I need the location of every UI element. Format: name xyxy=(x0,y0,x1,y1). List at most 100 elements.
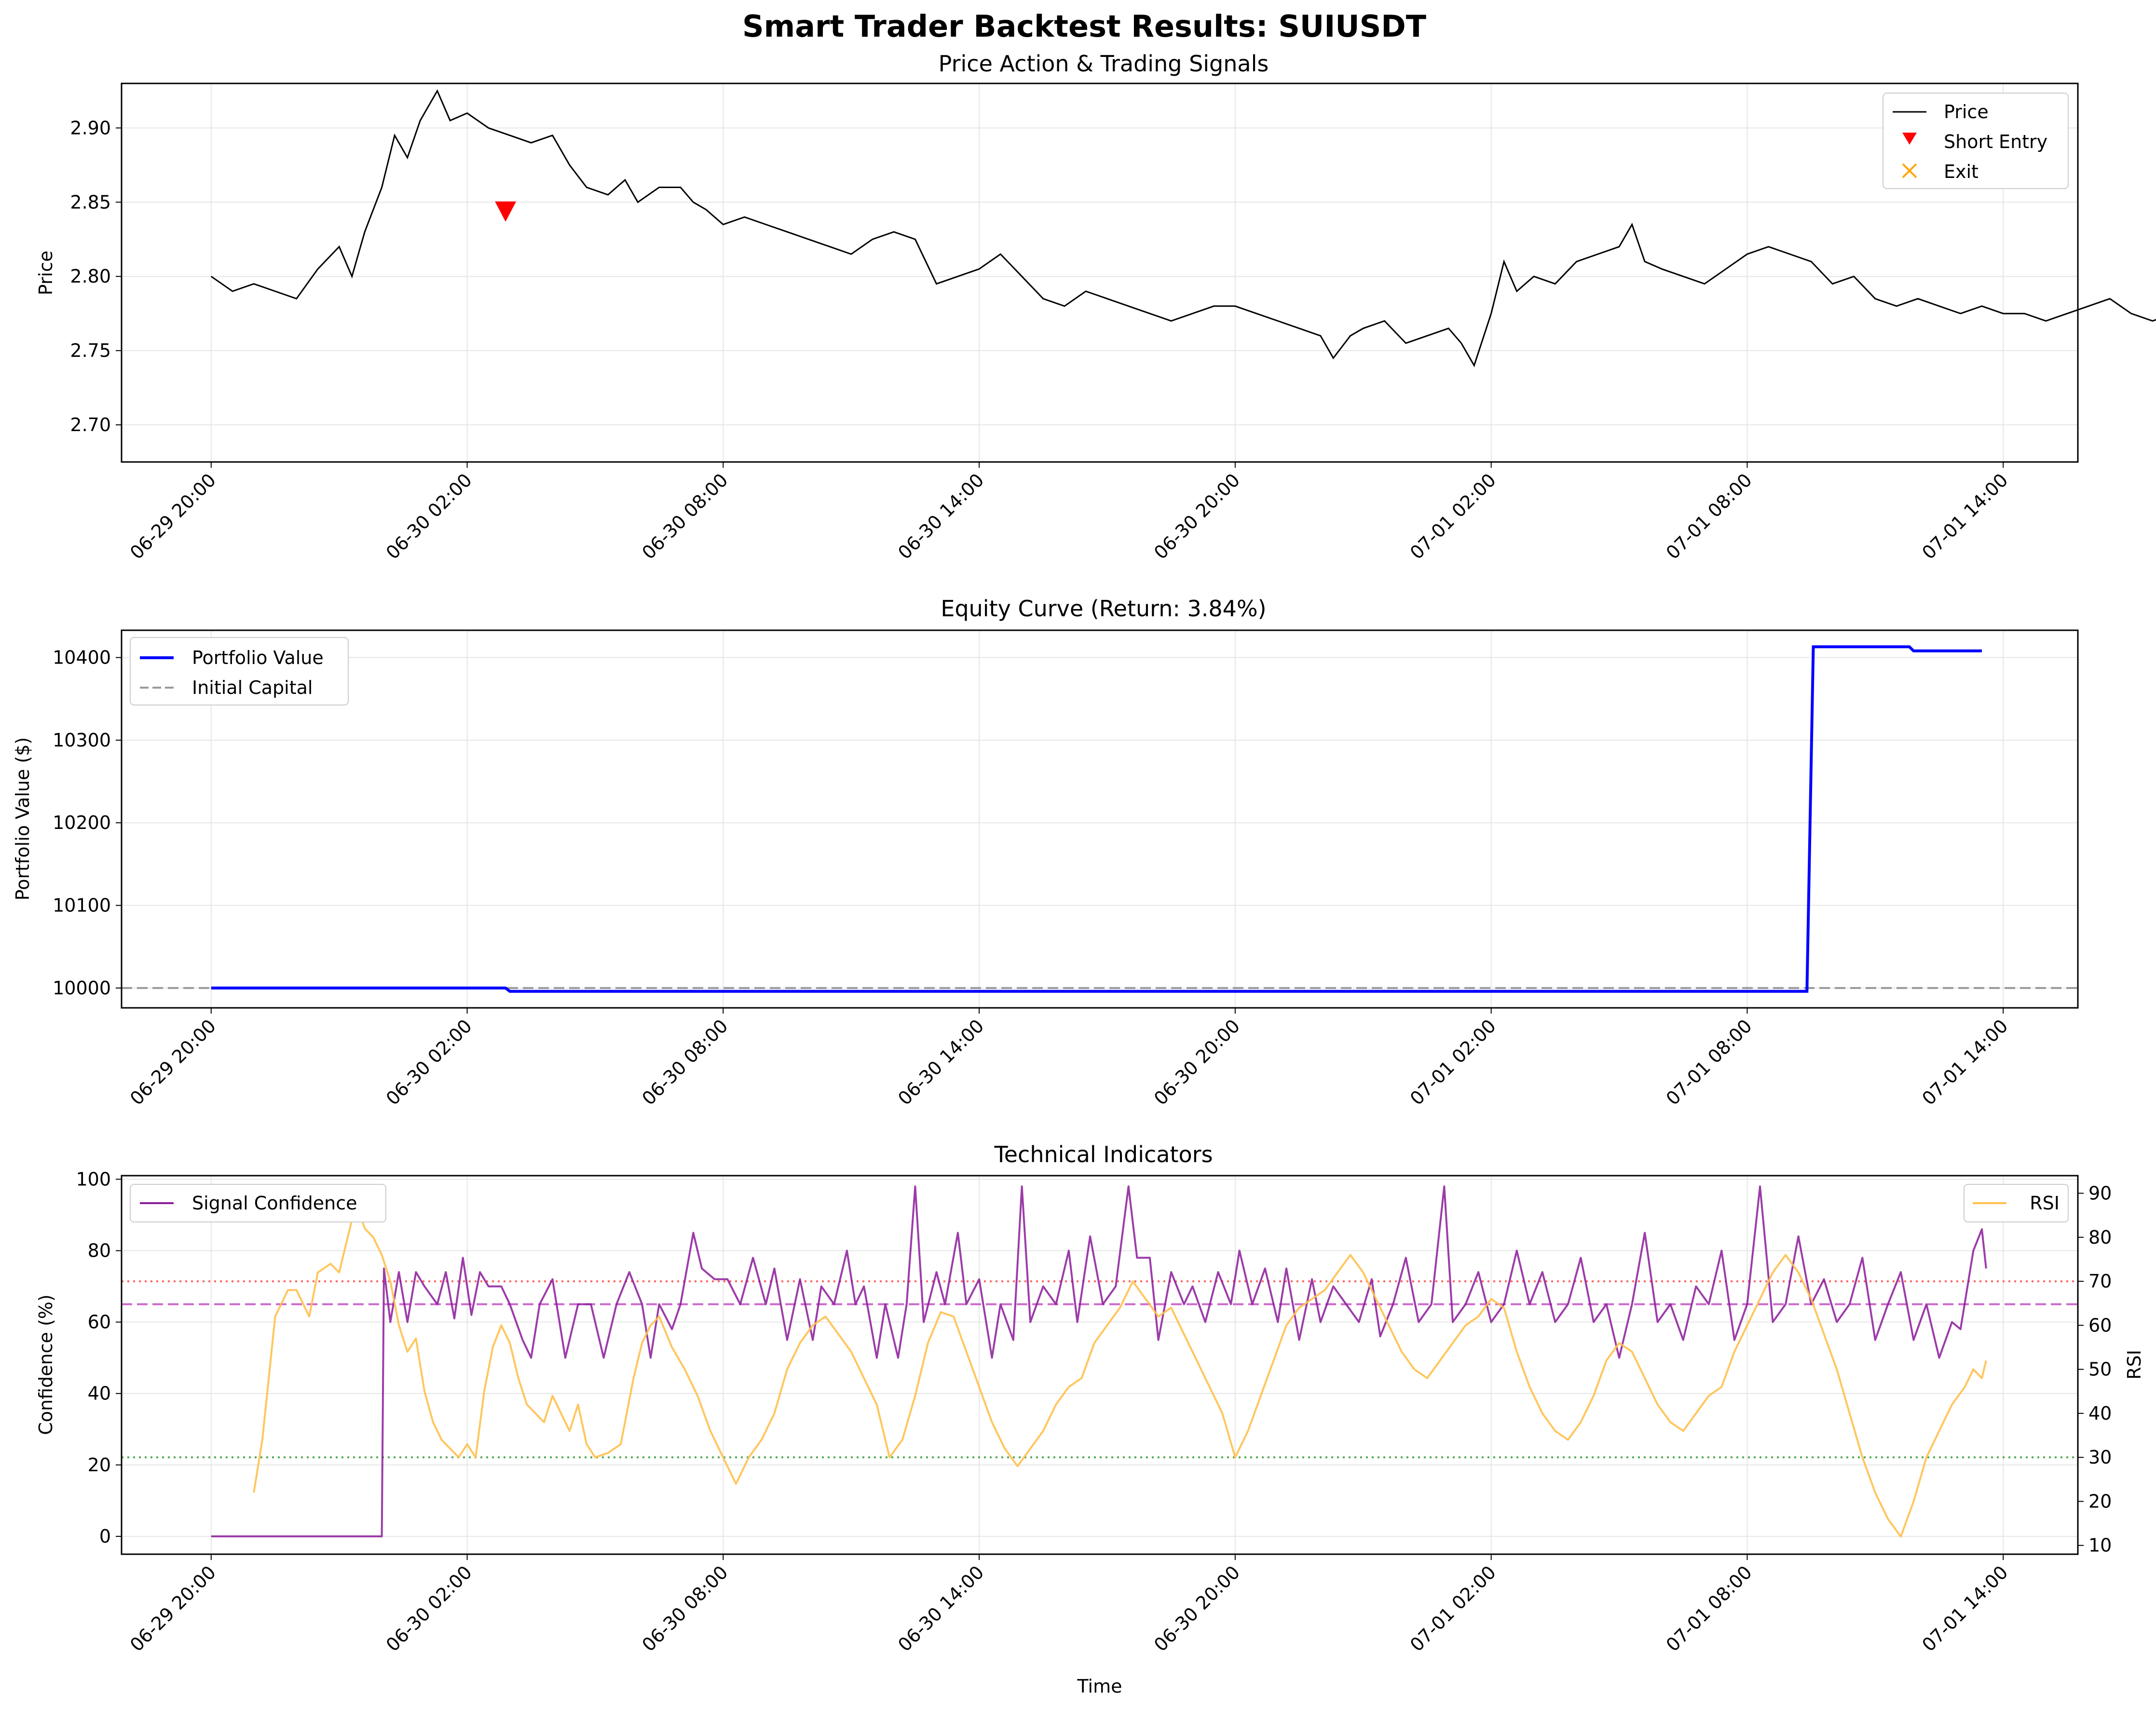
price-y-label: Price xyxy=(35,251,56,296)
x-tick-label: 06-30 20:00 xyxy=(1150,469,1244,563)
x-axis-label: Time xyxy=(1077,1676,1122,1697)
confidence-legend: Signal Confidence xyxy=(130,1184,386,1222)
confidence-y-ticks: 0 20 40 60 80 100 xyxy=(76,1168,122,1547)
rsi-y-ticks: 10 20 30 40 50 60 70 80 90 xyxy=(2078,1183,2112,1556)
x-tick-label: 06-30 02:00 xyxy=(382,469,476,563)
x-tick-label: 06-30 02:00 xyxy=(382,1561,476,1655)
legend-label: Short Entry xyxy=(1944,131,2047,152)
price-panel-title: Price Action & Trading Signals xyxy=(939,51,1269,77)
x-tick-label: 07-01 14:00 xyxy=(1918,1561,2012,1655)
y-tick-label: 60 xyxy=(88,1312,111,1333)
x-tick-label: 06-30 14:00 xyxy=(894,1015,988,1109)
equity-axes-frame xyxy=(121,629,2079,1009)
price-line xyxy=(210,89,2156,367)
y-tick-label: 2.90 xyxy=(70,117,111,138)
x-tick-label: 06-30 14:00 xyxy=(894,469,988,563)
figure-title: Smart Trader Backtest Results: SUIUSDT xyxy=(742,9,1426,44)
x-tick-label: 07-01 02:00 xyxy=(1406,469,1500,563)
x-tick-label: 07-01 02:00 xyxy=(1406,1015,1500,1109)
equity-y-ticks: 10000 10100 10200 10300 10400 xyxy=(53,647,122,999)
x-tick-label: 06-30 08:00 xyxy=(638,469,732,563)
x-tick-label: 06-29 20:00 xyxy=(126,469,220,563)
y-tick-label: 2.85 xyxy=(70,191,111,213)
rsi-legend: RSI xyxy=(1964,1184,2069,1222)
legend-box xyxy=(1964,1184,2069,1222)
portfolio-value-line xyxy=(211,645,1982,993)
y2-tick-label: 30 xyxy=(2088,1447,2112,1468)
x-tick-label: 06-29 20:00 xyxy=(126,1561,220,1655)
x-tick-label: 06-30 08:00 xyxy=(638,1015,732,1109)
legend-label: Initial Capital xyxy=(192,677,313,698)
y-tick-label: 2.80 xyxy=(70,266,111,287)
indicators-panel-title: Technical Indicators xyxy=(994,1141,1213,1167)
x-tick-label: 07-01 08:00 xyxy=(1662,469,1756,563)
legend-box xyxy=(1883,93,2069,189)
y2-tick-label: 90 xyxy=(2088,1183,2112,1204)
indicators-grid xyxy=(122,1176,2078,1554)
legend-exit-swatch xyxy=(1902,163,1917,178)
price-panel: Price Action & Trading Signals 2.702.752… xyxy=(35,51,2156,563)
x-tick-label: 06-30 14:00 xyxy=(894,1561,988,1655)
price-axes-frame xyxy=(121,82,2079,463)
x-tick-label: 07-01 02:00 xyxy=(1406,1561,1500,1655)
y-tick-label: 100 xyxy=(76,1168,111,1190)
x-tick-label: 06-30 08:00 xyxy=(638,1561,732,1655)
x-tick-label: 07-01 14:00 xyxy=(1918,469,2012,563)
x-tick-label: 06-29 20:00 xyxy=(126,1015,220,1109)
equity-x-ticks: 06-29 20:00 06-30 02:00 06-30 08:00 06-30 1… xyxy=(126,1008,2012,1109)
rsi-line xyxy=(253,1201,1987,1538)
price-x-ticks: 06-29 20:00 06-30 02:00 06-30 08:00 06-30 1… xyxy=(126,462,2012,563)
equity-plot-area xyxy=(122,645,2078,993)
price-plot-area xyxy=(210,89,2156,367)
y-tick-label: 2.75 xyxy=(70,340,111,361)
x-tick-label: 06-30 20:00 xyxy=(1150,1015,1244,1109)
y2-tick-label: 60 xyxy=(2088,1315,2112,1336)
equity-legend: Portfolio Value Initial Capital xyxy=(130,637,349,705)
equity-grid xyxy=(122,630,2078,1008)
y-tick-label: 10300 xyxy=(53,730,111,751)
equity-panel: Equity Curve (Return: 3.84%) 10000101001… xyxy=(12,596,2079,1109)
y-tick-label: 2.70 xyxy=(70,414,111,435)
indicators-x-ticks: 06-29 20:00 06-30 02:00 06-30 08:00 06-30 1… xyxy=(126,1554,2012,1655)
legend-label: RSI xyxy=(2030,1193,2060,1214)
x-tick-label: 06-30 20:00 xyxy=(1150,1561,1244,1655)
y-tick-label: 20 xyxy=(88,1454,111,1476)
y2-tick-label: 80 xyxy=(2088,1227,2112,1248)
legend-label: Price xyxy=(1944,101,1989,122)
y2-tick-label: 50 xyxy=(2088,1359,2112,1380)
x-tick-label: 06-30 02:00 xyxy=(382,1015,476,1109)
legend-label: Portfolio Value xyxy=(192,647,324,668)
y2-tick-label: 40 xyxy=(2088,1403,2112,1424)
rsi-y-label: RSI xyxy=(2124,1350,2145,1380)
x-tick-label: 07-01 14:00 xyxy=(1918,1015,2012,1109)
legend-label: Signal Confidence xyxy=(192,1193,357,1214)
y-tick-label: 10400 xyxy=(53,647,111,668)
y-tick-label: 40 xyxy=(88,1383,111,1404)
y-tick-label: 0 xyxy=(99,1526,111,1547)
x-tick-label: 07-01 08:00 xyxy=(1662,1561,1756,1655)
signal-confidence-line xyxy=(211,1185,1987,1537)
legend-box xyxy=(130,637,349,705)
indicators-axes-frame xyxy=(121,1175,2079,1555)
legend-short-swatch xyxy=(1902,133,1917,145)
price-legend: Price Short Entry Exit xyxy=(1883,93,2069,189)
equity-panel-title: Equity Curve (Return: 3.84%) xyxy=(941,596,1266,622)
legend-box xyxy=(130,1184,386,1222)
indicators-plot-area xyxy=(122,1185,2078,1538)
x-tick-label: 07-01 08:00 xyxy=(1662,1015,1756,1109)
short-entry-marker xyxy=(495,201,517,222)
y2-tick-label: 70 xyxy=(2088,1271,2112,1292)
y-tick-label: 10100 xyxy=(53,895,111,916)
indicators-panel: Technical Indicators 0 20 40 60 80 100 10 20 30… xyxy=(35,1141,2145,1697)
y-tick-label: 80 xyxy=(88,1240,111,1261)
legend-label: Exit xyxy=(1944,161,1979,182)
y2-tick-label: 10 xyxy=(2088,1535,2112,1556)
y-tick-label: 10200 xyxy=(53,812,111,833)
equity-y-label: Portfolio Value ($) xyxy=(12,737,33,901)
confidence-y-label: Confidence (%) xyxy=(35,1294,56,1435)
y-tick-label: 10000 xyxy=(53,977,111,999)
price-y-ticks: 2.70 2.75 2.80 2.85 2.90 xyxy=(70,117,122,435)
price-grid xyxy=(122,83,2078,462)
y2-tick-label: 20 xyxy=(2088,1491,2112,1512)
